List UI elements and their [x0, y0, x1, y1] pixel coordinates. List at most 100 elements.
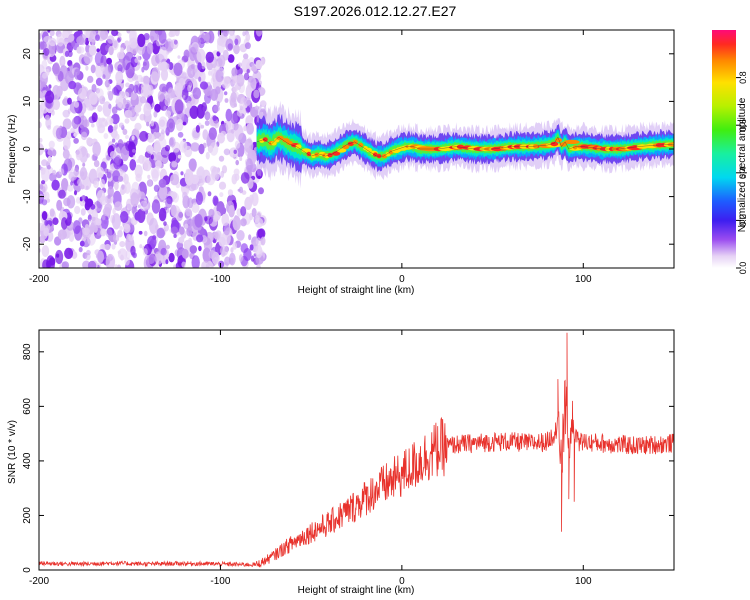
noise-blob: [158, 46, 168, 63]
noise-blob: [178, 236, 185, 244]
noise-blob: [153, 184, 160, 192]
noise-blob: [60, 59, 65, 65]
noise-blob: [209, 142, 219, 156]
noise-blob: [168, 152, 177, 163]
noise-blob: [143, 75, 150, 86]
noise-blob: [85, 65, 89, 71]
noise-blob: [219, 245, 229, 256]
signal-core-segment: [336, 148, 347, 153]
noise-blob: [208, 127, 217, 140]
noise-blob: [128, 83, 135, 92]
noise-blob: [112, 126, 118, 131]
noise-blob: [107, 35, 115, 44]
noise-blob: [196, 48, 206, 63]
noise-blob: [127, 104, 135, 118]
noise-blob: [62, 109, 70, 118]
noise-blob: [230, 91, 237, 103]
noise-blob: [173, 62, 183, 76]
noise-blob: [100, 65, 105, 72]
noise-blob: [95, 77, 103, 86]
noise-blob: [82, 162, 86, 167]
spectrogram-xtick-label: -100: [210, 274, 230, 285]
noise-blob: [219, 192, 224, 198]
noise-blob: [146, 144, 154, 154]
noise-blob: [228, 252, 236, 266]
noise-blob: [155, 160, 162, 169]
noise-blob: [259, 100, 267, 108]
noise-blob: [165, 110, 172, 117]
noise-blob: [56, 199, 63, 211]
noise-blob: [39, 137, 43, 143]
signal-core-segment: [314, 152, 320, 157]
noise-blob: [119, 211, 129, 223]
signal-core-segment: [373, 152, 378, 157]
noise-blob: [126, 30, 131, 34]
noise-blob: [164, 38, 174, 53]
noise-blob: [124, 257, 130, 266]
noise-blob: [240, 206, 247, 217]
noise-blob: [52, 62, 61, 77]
snr-ytick-label: 200: [22, 507, 33, 524]
noise-blob: [74, 205, 81, 215]
noise-blob: [222, 36, 228, 43]
noise-blob: [168, 136, 176, 148]
noise-blob: [185, 78, 192, 87]
colorbar-tick-label: 0.0: [738, 262, 748, 275]
noise-blob: [115, 70, 124, 84]
noise-blob: [239, 100, 245, 110]
snr-plot-area: [39, 330, 674, 570]
noise-blob: [189, 46, 197, 62]
noise-blob: [241, 190, 247, 195]
noise-blob: [158, 94, 165, 103]
noise-blob: [78, 33, 87, 46]
noise-blob: [62, 149, 70, 160]
signal-core-segment: [456, 144, 465, 149]
noise-blob: [97, 124, 106, 134]
noise-blob: [240, 172, 250, 184]
noise-blob: [134, 122, 142, 131]
noise-blob: [238, 186, 244, 194]
noise-blob: [114, 155, 122, 166]
noise-blob: [107, 186, 114, 198]
noise-blob: [170, 173, 180, 186]
noise-blob: [96, 250, 105, 264]
noise-blob: [232, 75, 238, 85]
noise-blob: [182, 121, 187, 126]
noise-blob: [68, 232, 75, 242]
noise-blob: [230, 112, 238, 125]
noise-blob: [181, 261, 186, 268]
noise-blob: [195, 191, 203, 205]
noise-blob: [67, 50, 73, 57]
noise-blob: [92, 225, 98, 233]
noise-blob: [158, 207, 167, 222]
noise-blob: [111, 106, 118, 115]
noise-blob: [118, 122, 124, 128]
noise-blob: [208, 208, 215, 218]
noise-blob: [208, 70, 212, 76]
noise-blob: [190, 142, 200, 152]
noise-blob: [212, 210, 221, 220]
noise-blob: [91, 154, 96, 162]
noise-blob: [108, 45, 114, 56]
noise-blob: [150, 120, 155, 127]
noise-blob: [173, 233, 177, 238]
noise-blob: [119, 226, 123, 231]
noise-blob: [189, 219, 194, 227]
noise-blob: [186, 100, 193, 109]
noise-blob: [154, 103, 161, 113]
noise-blob: [143, 83, 152, 98]
spectrogram-ytick-label: 0: [22, 146, 33, 152]
noise-blob: [140, 77, 144, 83]
noise-blob: [42, 72, 48, 79]
noise-blob: [70, 127, 75, 134]
noise-blob: [198, 76, 202, 82]
noise-blob: [177, 131, 184, 138]
noise-blob: [90, 64, 96, 74]
noise-blob: [196, 167, 205, 179]
spectrogram-ytick-label: 20: [22, 48, 33, 60]
noise-blob: [114, 264, 118, 268]
noise-blob: [41, 211, 48, 221]
noise-blob: [225, 108, 233, 122]
noise-blob: [234, 124, 244, 141]
